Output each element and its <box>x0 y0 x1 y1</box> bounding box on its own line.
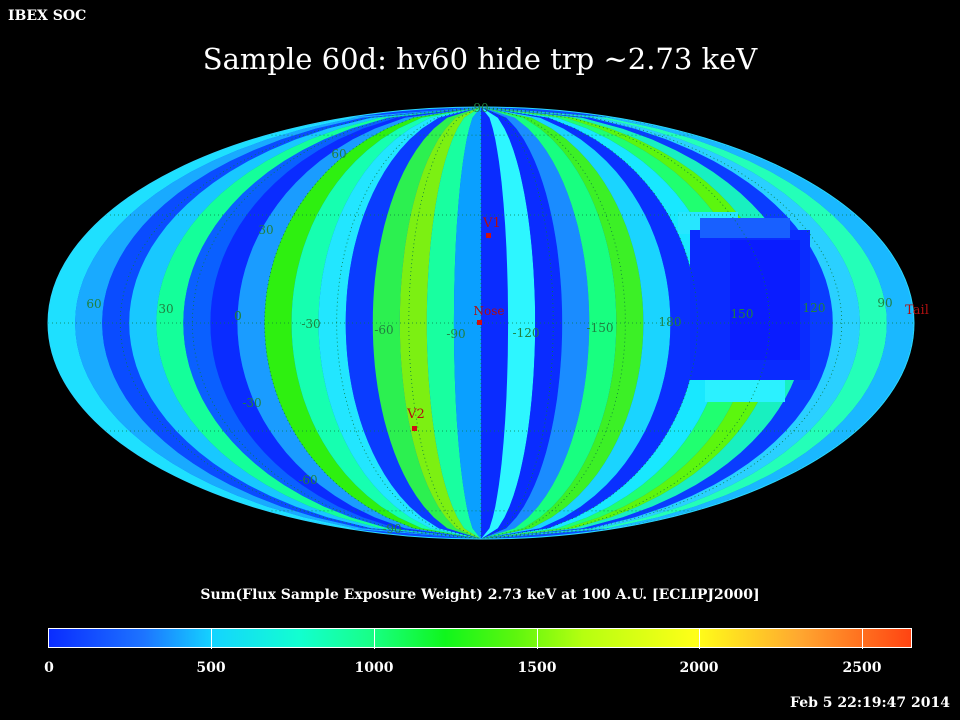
lon-label: -30 <box>301 317 320 331</box>
timestamp: Feb 5 22:19:47 2014 <box>790 695 950 711</box>
colorbar-tick <box>699 629 700 649</box>
lon-label: 120 <box>803 301 826 315</box>
colorbar-label: 1000 <box>354 660 394 676</box>
lat-label: 90 <box>473 101 488 115</box>
marker-label-tail: Tail <box>905 303 929 318</box>
colorbar-label: 1500 <box>517 660 557 676</box>
lon-label: 30 <box>158 302 173 316</box>
flux-stripe <box>345 107 481 539</box>
flux-stripe <box>318 107 481 539</box>
page-title: Sample 60d: hv60 hide trp ~2.73 keV <box>202 42 758 76</box>
map-outline <box>47 106 915 540</box>
lat-label: -90 <box>382 522 401 536</box>
marker-v1 <box>486 233 491 238</box>
flux-stripe <box>481 107 563 539</box>
lat-label: -30 <box>242 396 261 410</box>
flux-block <box>705 380 785 402</box>
org-label: IBEX SOC <box>8 8 87 24</box>
lon-label: -90 <box>446 327 465 341</box>
lon-label: 90 <box>877 296 892 310</box>
lon-label: 180 <box>659 315 682 329</box>
flux-block <box>730 240 800 360</box>
lon-label: 0 <box>234 309 242 323</box>
flux-stripe <box>481 107 536 539</box>
colorbar-label: 2500 <box>842 660 882 676</box>
lon-label: 150 <box>731 307 754 321</box>
flux-stripe <box>426 107 481 539</box>
flux-stripe <box>481 107 671 539</box>
lon-label: 60 <box>86 297 101 311</box>
marker-label-v1: V1 <box>482 216 501 231</box>
lat-label: 0 <box>234 309 242 323</box>
lat-label: -60 <box>298 473 317 487</box>
flux-stripe <box>481 107 509 539</box>
lon-label: -120 <box>513 326 540 340</box>
marker-label-nose: Nose <box>474 304 505 318</box>
colorbar-label: 2000 <box>679 660 719 676</box>
marker-label-v2: V2 <box>406 407 425 422</box>
colorbar-title: Sum(Flux Sample Exposure Weight) 2.73 ke… <box>200 587 760 603</box>
flux-stripe <box>372 107 481 539</box>
lon-label: -150 <box>587 321 614 335</box>
marker-v2 <box>412 426 417 431</box>
sky-map: 90 60 30 0 -30 -60 -90 60 30 0 -30 -60 -… <box>47 101 929 540</box>
lat-label: 30 <box>258 223 273 237</box>
colorbar-tick <box>374 629 375 649</box>
colorbar-tick <box>862 629 863 649</box>
colorbar-tick <box>211 629 212 649</box>
colorbar-label: 0 <box>44 660 54 676</box>
lat-label: 60 <box>331 147 346 161</box>
colorbar <box>48 628 912 649</box>
colorbar-label: 500 <box>196 660 226 676</box>
marker-nose <box>477 320 482 325</box>
colorbar-tick <box>537 629 538 649</box>
lon-label: -60 <box>374 323 393 337</box>
flux-block <box>700 218 790 238</box>
flux-stripe <box>399 107 481 539</box>
